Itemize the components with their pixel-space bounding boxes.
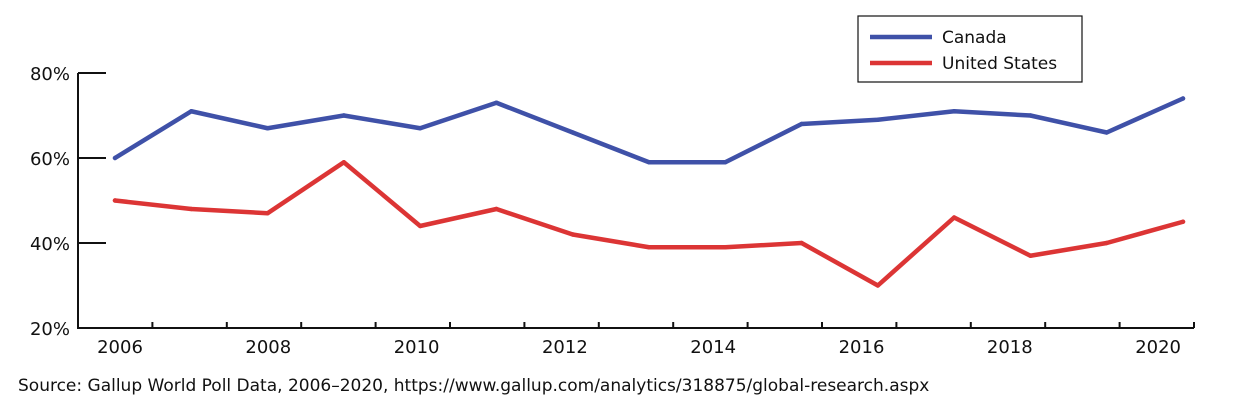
axes: 80% 60% 40% 20% 2006 2008 2010 2012 2014 2016 2018…	[30, 64, 1195, 358]
data-point-canada	[951, 109, 957, 114]
data-point-united-states	[265, 211, 270, 216]
data-point-united-states	[494, 206, 499, 212]
data-point-canada	[1180, 96, 1186, 101]
data-point-canada	[112, 155, 118, 161]
x-tick-label: 2018	[987, 337, 1033, 358]
series-line-canada	[112, 96, 1186, 165]
data-point-united-states	[189, 206, 194, 212]
series-line-united-states	[112, 160, 1186, 288]
data-point-united-states	[417, 223, 423, 229]
data-point-canada	[494, 100, 499, 105]
data-point-canada	[570, 130, 575, 135]
y-tick-label: 20%	[30, 319, 70, 340]
y-tick-label: 80%	[30, 64, 70, 85]
data-point-united-states	[341, 160, 347, 165]
legend-label-canada: Canada	[942, 28, 1007, 48]
data-point-canada	[1028, 113, 1033, 118]
data-point-united-states	[1104, 240, 1109, 246]
series-group	[112, 96, 1186, 288]
y-tick-label: 40%	[30, 234, 70, 255]
data-point-canada	[417, 126, 423, 131]
data-point-united-states	[646, 245, 652, 250]
legend-box	[857, 15, 1083, 83]
data-point-canada	[1104, 130, 1109, 135]
x-tick-label: 2012	[542, 337, 588, 358]
data-point-canada	[189, 109, 194, 114]
x-tick-label: 2010	[394, 337, 440, 358]
y-tick-label: 60%	[30, 149, 70, 170]
legend-label-united-states: United States	[942, 54, 1057, 74]
data-point-united-states	[799, 240, 804, 246]
data-point-canada	[723, 160, 728, 165]
data-point-united-states	[951, 215, 957, 220]
data-point-united-states	[112, 198, 118, 203]
data-point-canada	[646, 160, 652, 165]
x-tick-label: 2016	[839, 337, 885, 358]
data-point-united-states	[875, 283, 881, 288]
data-point-united-states	[570, 232, 575, 237]
data-point-canada	[265, 126, 270, 131]
data-point-canada	[341, 113, 347, 118]
x-tick-label: 2006	[97, 337, 143, 358]
x-tick-label: 2008	[245, 337, 291, 358]
data-point-united-states	[1028, 253, 1033, 258]
data-point-united-states	[723, 245, 728, 250]
data-point-canada	[875, 117, 881, 122]
source-note: Source: Gallup World Poll Data, 2006–202…	[18, 376, 930, 396]
x-tick-label: 2014	[690, 337, 736, 358]
legend: Canada United States	[857, 15, 1083, 83]
data-point-canada	[799, 121, 804, 127]
x-tick-label: 2020	[1135, 337, 1181, 358]
data-point-united-states	[1180, 219, 1186, 224]
